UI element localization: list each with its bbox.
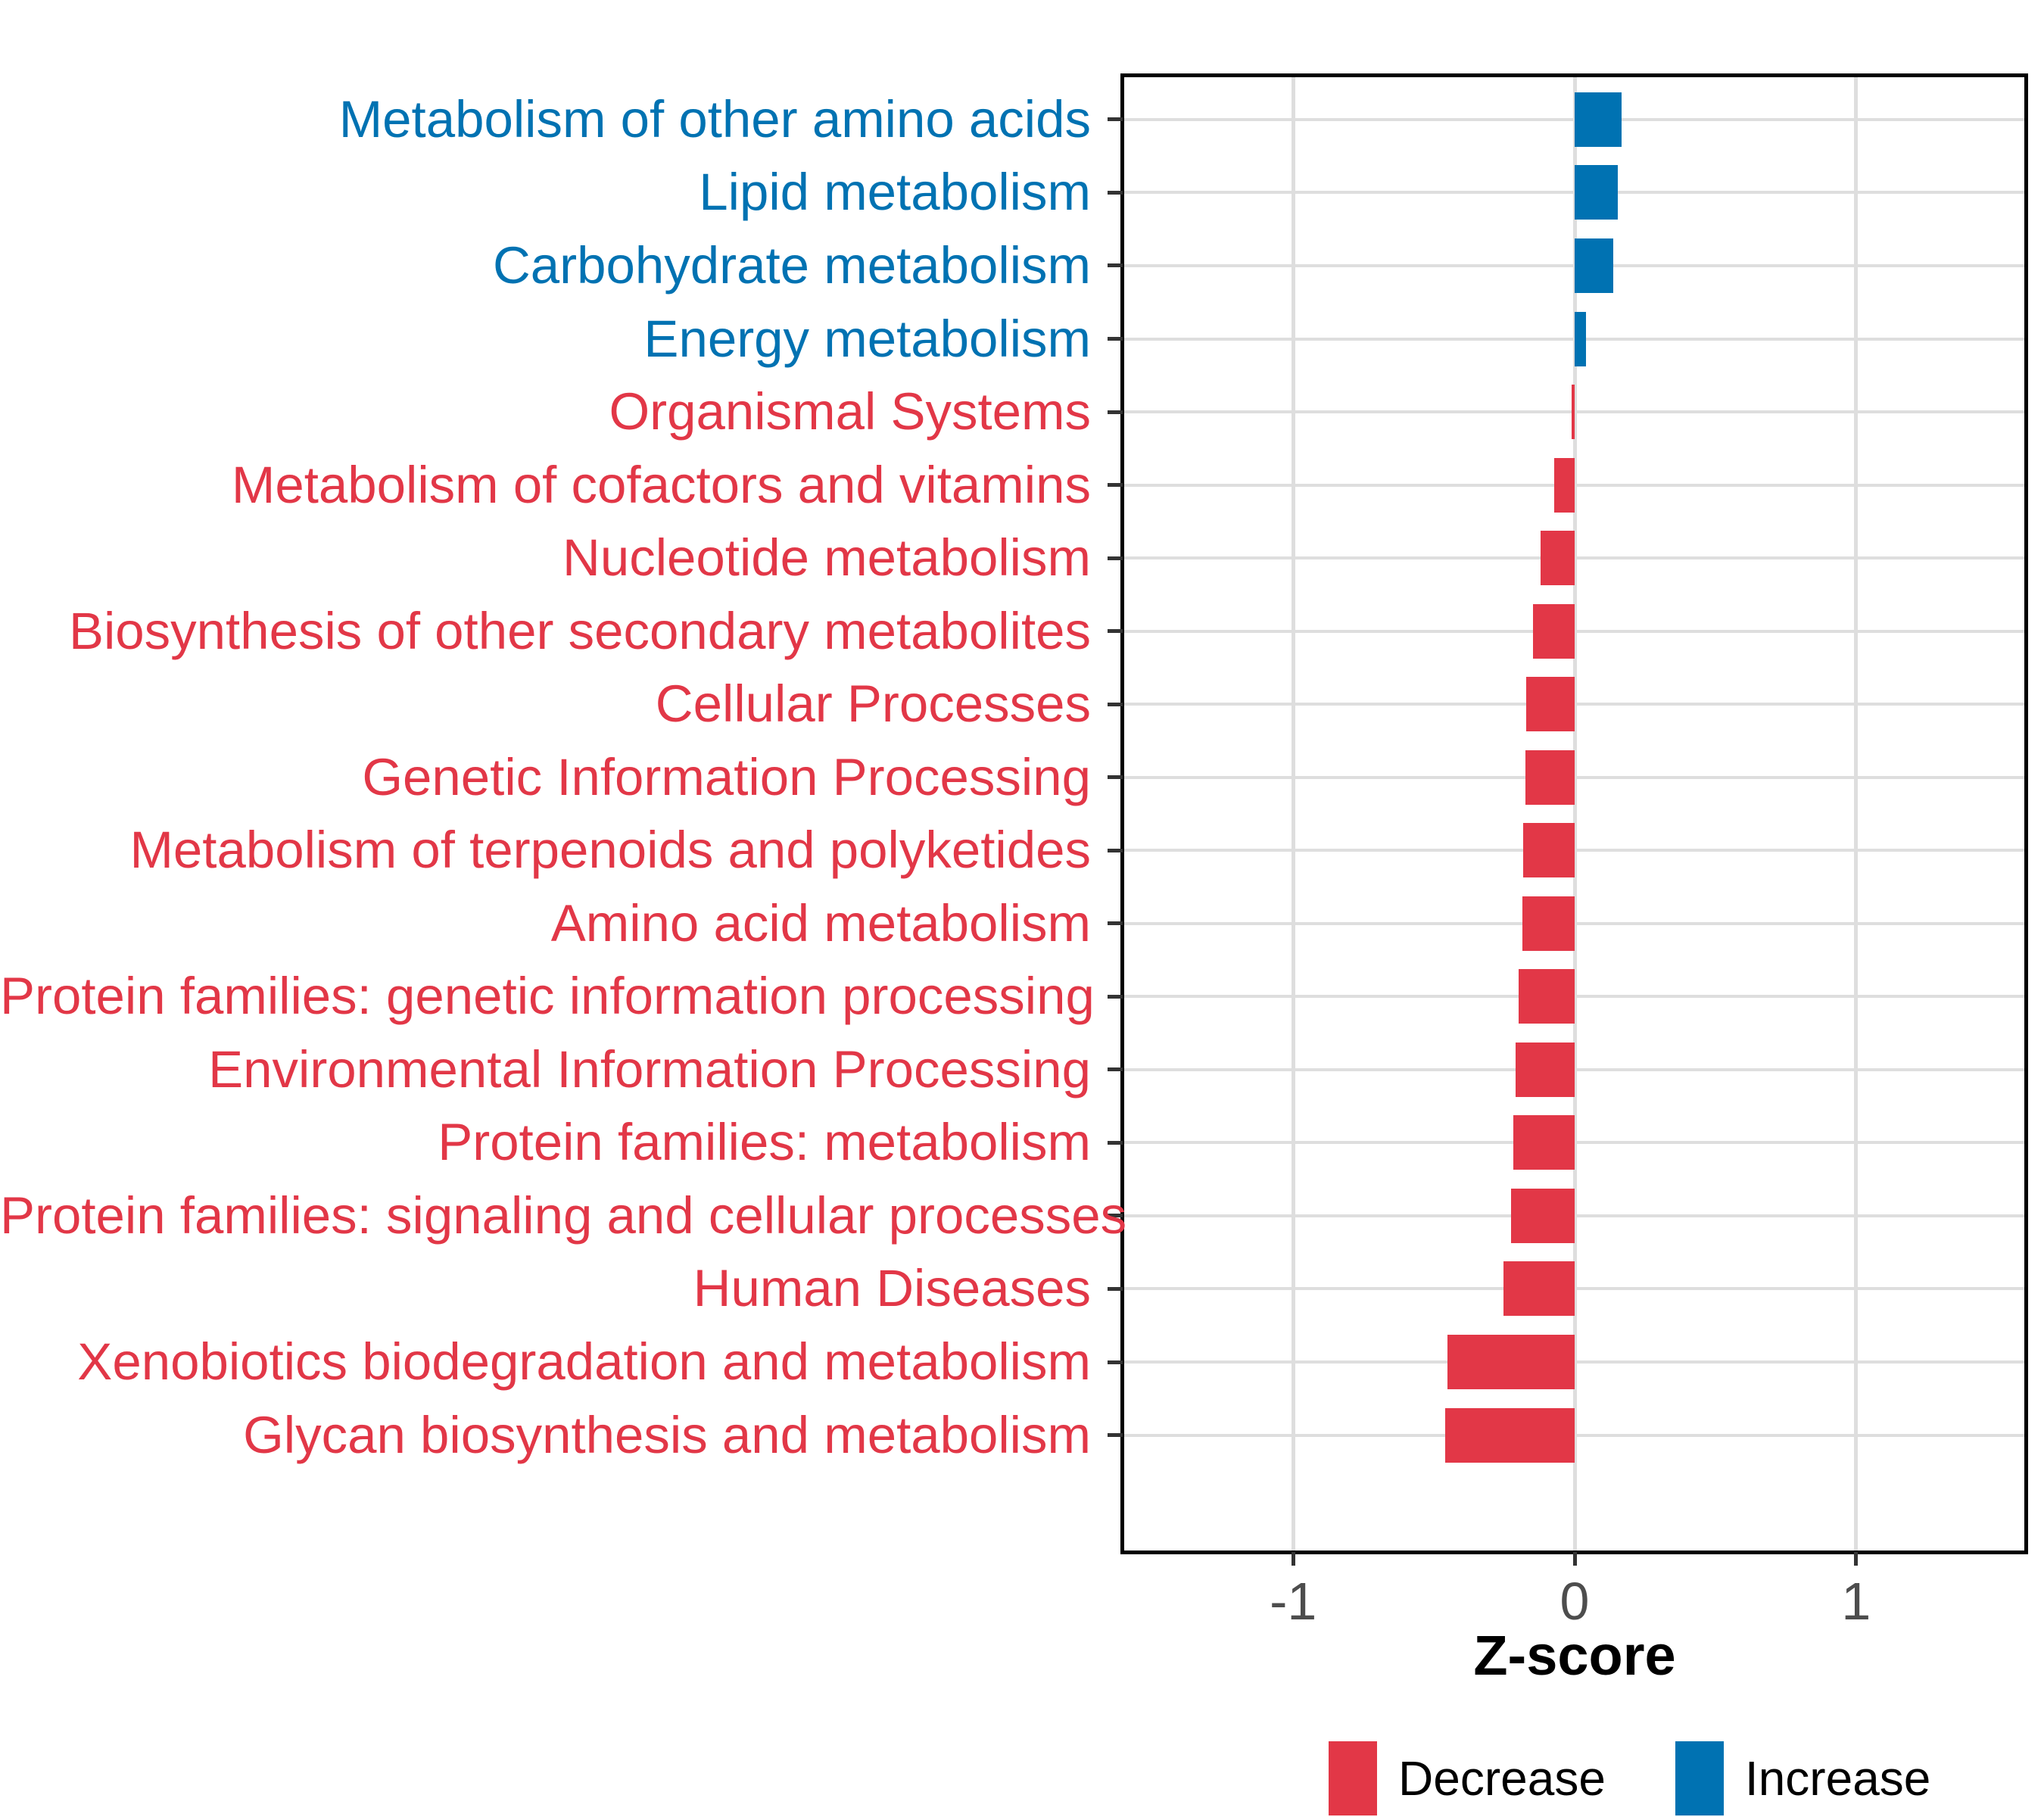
bar xyxy=(1519,969,1575,1024)
y-tick-label: Amino acid metabolism xyxy=(550,893,1091,952)
y-tick-mark xyxy=(1108,1286,1123,1291)
y-tick-label: Protein families: signaling and cellular… xyxy=(0,1186,1127,1245)
x-tick-label: -1 xyxy=(1270,1572,1317,1631)
bar xyxy=(1510,1188,1575,1243)
bar xyxy=(1571,385,1575,440)
increase-swatch-icon xyxy=(1675,1741,1724,1815)
y-tick-mark xyxy=(1108,629,1123,634)
y-tick-label: Metabolism of terpenoids and polyketides xyxy=(129,821,1091,880)
bar xyxy=(1525,750,1575,805)
y-tick-mark xyxy=(1108,337,1123,341)
bar xyxy=(1575,238,1614,293)
y-tick-mark xyxy=(1108,483,1123,488)
y-tick-label: Genetic Information Processing xyxy=(362,747,1091,806)
y-tick-mark xyxy=(1108,263,1123,268)
x-gridline xyxy=(1854,76,1859,1552)
y-tick-label: Protein families: genetic information pr… xyxy=(0,967,1095,1026)
y-tick-mark xyxy=(1108,921,1123,926)
y-tick-label: Glycan biosynthesis and metabolism xyxy=(243,1405,1091,1464)
y-tick-mark xyxy=(1108,190,1123,195)
y-tick-mark xyxy=(1108,117,1123,122)
bar xyxy=(1445,1407,1575,1463)
y-tick-label: Organismal Systems xyxy=(609,382,1092,441)
legend-entry-increase: Increase xyxy=(1675,1741,1930,1815)
y-tick-label: Protein families: metabolism xyxy=(438,1113,1091,1172)
y-tick-label: Energy metabolism xyxy=(643,309,1091,368)
bar xyxy=(1575,165,1619,220)
y-tick-mark xyxy=(1108,410,1123,414)
x-tick-label: 0 xyxy=(1559,1572,1590,1631)
y-tick-label: Lipid metabolism xyxy=(699,163,1091,222)
legend-label-increase: Increase xyxy=(1744,1751,1931,1806)
x-tick-mark xyxy=(1854,1552,1859,1566)
x-tick-mark xyxy=(1572,1552,1577,1566)
y-tick-label: Cellular Processes xyxy=(655,675,1091,734)
y-tick-label: Xenobiotics biodegradation and metabolis… xyxy=(77,1332,1091,1391)
bar xyxy=(1447,1335,1575,1389)
y-tick-label: Metabolism of cofactors and vitamins xyxy=(231,455,1091,514)
bar xyxy=(1575,92,1622,147)
y-tick-mark xyxy=(1108,1140,1123,1145)
bar xyxy=(1553,457,1575,513)
y-tick-mark xyxy=(1108,702,1123,706)
bar xyxy=(1533,603,1575,659)
legend-entry-decrease: Decrease xyxy=(1329,1741,1606,1815)
y-tick-label: Carbohydrate metabolism xyxy=(492,235,1091,295)
x-gridline xyxy=(1572,76,1577,1552)
y-tick-mark xyxy=(1108,1214,1123,1218)
bar xyxy=(1513,1115,1575,1170)
y-tick-mark xyxy=(1108,1360,1123,1364)
legend: Decrease Increase xyxy=(1329,1741,1930,1815)
decrease-swatch-icon xyxy=(1329,1741,1377,1815)
y-tick-label: Environmental Information Processing xyxy=(208,1039,1091,1099)
bar xyxy=(1522,896,1575,951)
bar xyxy=(1515,1042,1575,1097)
bar xyxy=(1526,677,1575,732)
y-tick-label: Biosynthesis of other secondary metaboli… xyxy=(68,601,1091,660)
y-tick-label: Metabolism of other amino acids xyxy=(338,89,1091,148)
x-gridline xyxy=(1291,76,1295,1552)
y-tick-mark xyxy=(1108,556,1123,560)
x-tick-label: 1 xyxy=(1841,1572,1871,1631)
y-tick-mark xyxy=(1108,848,1123,852)
bar xyxy=(1503,1261,1575,1317)
x-tick-mark xyxy=(1291,1552,1295,1566)
y-tick-mark xyxy=(1108,1433,1123,1438)
y-tick-mark xyxy=(1108,994,1123,999)
y-tick-mark xyxy=(1108,775,1123,780)
bar xyxy=(1575,311,1587,366)
bar xyxy=(1523,823,1575,878)
bar xyxy=(1541,531,1575,586)
y-tick-label: Human Diseases xyxy=(693,1259,1091,1318)
legend-label-decrease: Decrease xyxy=(1398,1751,1606,1806)
x-axis-title: Z-score xyxy=(1473,1624,1676,1687)
y-tick-mark xyxy=(1108,1067,1123,1072)
y-tick-label: Nucleotide metabolism xyxy=(562,528,1091,587)
